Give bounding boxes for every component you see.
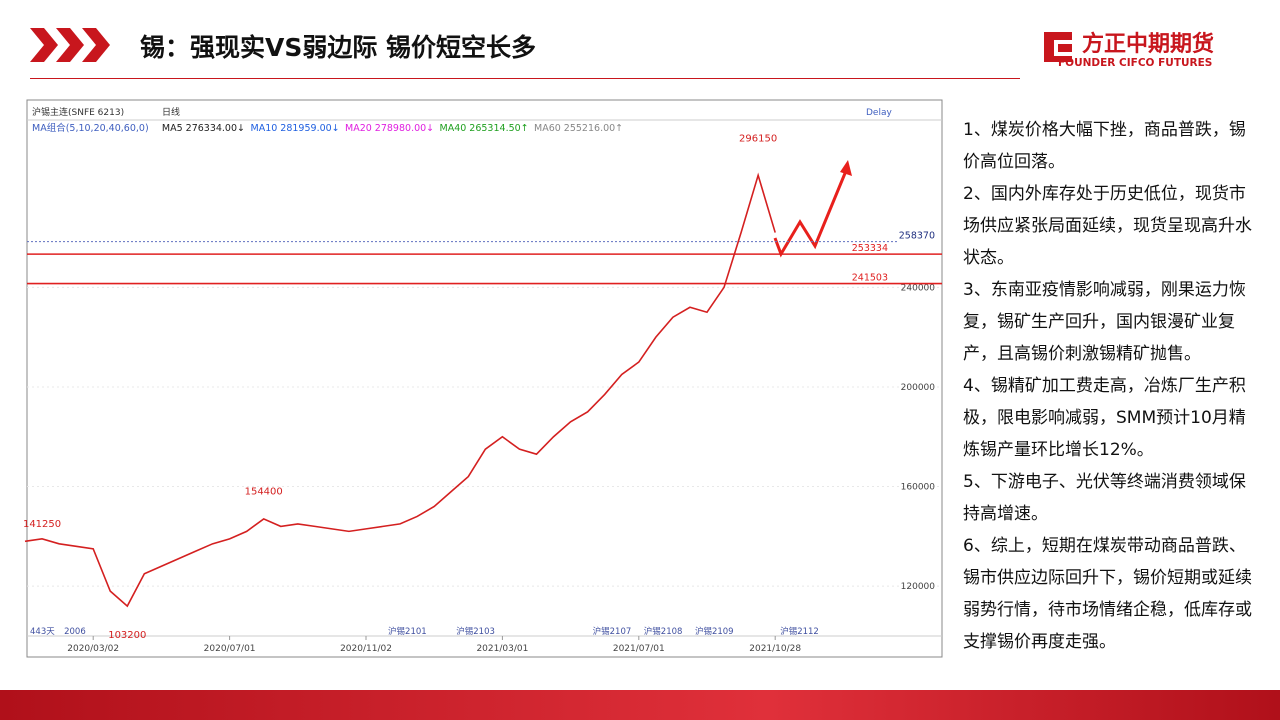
ma-legend: MA10 281959.00↓ [251, 123, 340, 134]
contract-label: 沪锡2103 [456, 626, 495, 637]
arrows-icon [30, 28, 110, 62]
level-label: 253334 [852, 243, 888, 254]
price-line [24, 172, 776, 608]
x-tick-label: 2020/07/01 [204, 644, 256, 654]
note: 6、综上，短期在煤炭带动商品普跌、锡市供应边际回升下，锡价短期或延续弱势行情，待… [963, 536, 1252, 652]
contract-label: 443天 [30, 627, 55, 637]
divider [30, 78, 1020, 79]
notes: 1、煤炭价格大幅下挫，商品普跌，锡价高位回落。 2、国内外库存处于历史低位，现货市… [963, 114, 1253, 658]
note: 1、煤炭价格大幅下挫，商品普跌，锡价高位回落。 [963, 120, 1246, 172]
contract-label: 2006 [64, 627, 86, 637]
note: 5、下游电子、光伏等终端消费领域保持高增速。 [963, 472, 1246, 524]
ma-legend: MA组合(5,10,20,40,60,0) [32, 122, 149, 134]
logo-subtext: FOUNDER CIFCO FUTURES [1058, 57, 1213, 69]
toolbar-label: Delay [866, 108, 892, 118]
y-tick-label: 120000 [901, 582, 936, 592]
level-label: 241503 [852, 273, 888, 284]
note: 4、锡精矿加工费走高，冶炼厂生产积极，限电影响减弱，SMM预计10月精炼锡产量环… [963, 376, 1246, 460]
annotation: 103200 [108, 630, 146, 641]
y-tick-label: 240000 [901, 283, 936, 293]
x-tick-label: 2020/11/02 [340, 644, 392, 654]
contract-label: 沪锡2112 [780, 626, 819, 637]
slide-title: 锡：强现实VS弱边际 锡价短空长多 [140, 33, 537, 62]
contract-label: 沪锡2108 [644, 626, 683, 637]
annotation: 154400 [245, 486, 283, 497]
ma-legend: MA60 255216.00↑ [534, 123, 623, 134]
y-tick-label: 160000 [901, 483, 936, 493]
annotation: 296150 [739, 134, 777, 145]
note: 2、国内外库存处于历史低位，现货市场供应紧张局面延续，现货呈现高升水状态。 [963, 184, 1252, 268]
level-label: 258370 [899, 231, 935, 242]
toolbar-label: 日线 [162, 106, 180, 118]
footer-band [0, 690, 1280, 720]
x-tick-label: 2021/10/28 [749, 644, 801, 654]
ma-legend: MA40 265314.50↑ [440, 123, 529, 134]
logo-icon [1044, 32, 1072, 62]
contract-label: 沪锡2107 [593, 626, 632, 637]
x-tick-label: 2021/07/01 [613, 644, 665, 654]
logo-text: 方正中期期货 [1082, 32, 1215, 57]
contract-label: 沪锡2109 [695, 626, 734, 637]
y-tick-label: 200000 [901, 383, 936, 393]
contract-label: 沪锡2101 [388, 626, 427, 637]
toolbar-label: 沪锡主连(SNFE 6213) [32, 106, 124, 118]
forecast-arrow [773, 165, 850, 258]
x-tick-label: 2021/03/01 [476, 644, 528, 654]
note: 3、东南亚疫情影响减弱，刚果运力恢复，锡矿生产回升，国内银漫矿业复产，且高锡价刺… [963, 280, 1246, 364]
forecast-arrowhead [840, 160, 852, 176]
annotation: 141250 [23, 519, 61, 530]
x-tick-label: 2020/03/02 [67, 644, 119, 654]
ma-legend: MA20 278980.00↓ [345, 123, 434, 134]
chart: 沪锡主连(SNFE 6213) 日线 Delay MA组合(5,10,20,40,60… [23, 99, 943, 658]
ma-legend: MA5 276334.00↓ [162, 123, 245, 134]
chart-frame [26, 99, 943, 658]
